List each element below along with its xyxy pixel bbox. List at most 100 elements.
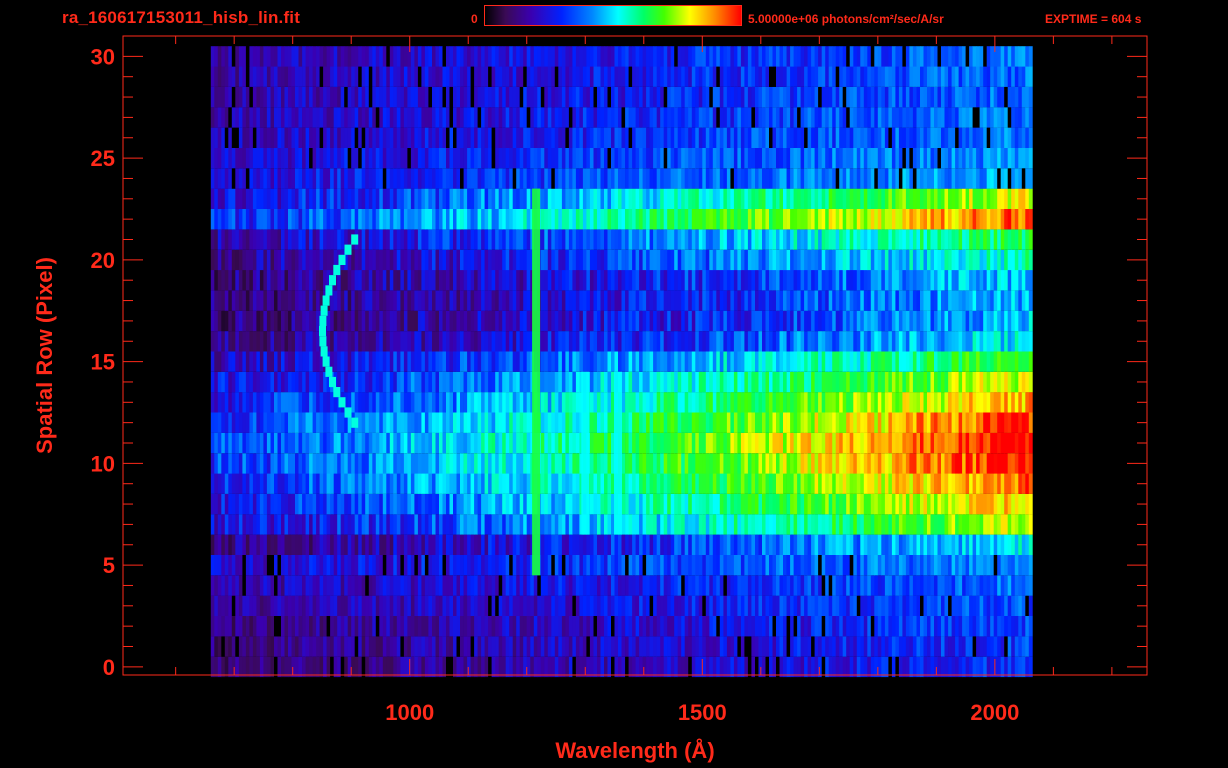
heatmap-cell [456, 270, 461, 291]
heatmap-cell [516, 371, 521, 393]
heatmap-cell [235, 229, 240, 250]
heatmap-cell [846, 453, 851, 474]
heatmap-cell [424, 575, 429, 596]
heatmap-cell [628, 616, 633, 637]
heatmap-cell [660, 636, 665, 657]
heatmap-cell [628, 493, 633, 515]
heatmap-cell [519, 249, 524, 271]
heatmap-cell [1004, 575, 1009, 596]
heatmap-cell [944, 351, 949, 372]
heatmap-cell [930, 392, 935, 413]
heatmap-cell [905, 514, 910, 535]
heatmap-cell [716, 290, 721, 311]
heatmap-cell [519, 371, 524, 393]
heatmap-cell [210, 270, 215, 291]
heatmap-cell [653, 636, 657, 657]
heatmap-cell [797, 554, 801, 576]
heatmap-cell [793, 534, 798, 555]
heatmap-cell [934, 616, 938, 637]
heatmap-cell [238, 249, 243, 271]
heatmap-cell [755, 534, 759, 555]
heatmap-cell [888, 636, 893, 657]
heatmap-cell [488, 351, 492, 372]
heatmap-cell [853, 331, 858, 352]
heatmap-cell [656, 412, 661, 433]
heatmap-cell [382, 392, 387, 413]
heatmap-cell [653, 616, 657, 637]
heatmap-cell [351, 514, 356, 535]
heatmap-cell [877, 575, 882, 596]
heatmap-cell [382, 616, 387, 637]
heatmap-cell [284, 554, 289, 576]
heatmap-cell [646, 249, 650, 271]
heatmap-cell [621, 310, 626, 332]
heatmap-cell [561, 432, 566, 454]
heatmap-cell [572, 290, 577, 311]
heatmap-cell [730, 290, 735, 311]
heatmap-cell [681, 290, 686, 311]
heatmap-cell [818, 351, 822, 372]
heatmap-cell [575, 371, 580, 393]
heatmap-cell [491, 432, 496, 454]
heatmap-cell [856, 249, 861, 271]
heatmap-cell [793, 493, 798, 515]
heatmap-cell [702, 493, 707, 515]
heatmap-cell [811, 616, 815, 637]
heatmap-cell [316, 453, 320, 474]
heatmap-cell [228, 432, 233, 454]
heatmap-cell [611, 636, 615, 657]
heatmap-cell [382, 514, 387, 535]
heatmap-cell [586, 310, 591, 332]
heatmap-cell [523, 636, 528, 657]
heatmap-cell [747, 554, 752, 576]
heatmap-cell [512, 473, 517, 494]
heatmap-cell [305, 290, 310, 311]
heatmap-cell [428, 392, 433, 413]
heatmap-cell [512, 595, 517, 616]
heatmap-cell [979, 575, 984, 596]
heatmap-cell [235, 412, 240, 433]
heatmap-cell [709, 575, 714, 596]
heatmap-cell [386, 229, 391, 250]
heatmap-cell [920, 656, 924, 678]
heatmap-cell [849, 310, 854, 332]
heatmap-cell [639, 432, 643, 454]
heatmap-cell [460, 575, 464, 596]
heatmap-cell [470, 554, 475, 576]
heatmap-cell [354, 534, 359, 555]
heatmap-cell [1011, 371, 1016, 393]
heatmap-cell [382, 493, 387, 515]
heatmap-cell [597, 473, 601, 494]
heatmap-cell [670, 392, 675, 413]
heatmap-cell [407, 249, 412, 271]
heatmap-cell [1028, 616, 1033, 637]
heatmap-cell [1004, 412, 1009, 433]
heatmap-cell [375, 575, 380, 596]
heatmap-cell [674, 656, 679, 678]
heatmap-cell [930, 595, 935, 616]
heatmap-cell [607, 514, 612, 535]
heatmap-cell [449, 616, 454, 637]
heatmap-cell [934, 554, 938, 576]
heatmap-cell [912, 310, 917, 332]
heatmap-cell [902, 616, 907, 637]
heatmap-cell [446, 595, 450, 616]
heatmap-cell [291, 514, 296, 535]
heatmap-cell [1021, 656, 1026, 678]
heatmap-cell [309, 351, 313, 372]
heatmap-cell [558, 656, 563, 678]
heatmap-cell [449, 371, 454, 393]
heatmap-cell [990, 249, 995, 271]
heatmap-cell [274, 616, 278, 637]
heatmap-cell [628, 290, 633, 311]
heatmap-cell [825, 554, 830, 576]
heatmap-cell [1028, 656, 1033, 678]
heatmap-cell [860, 249, 865, 271]
heatmap-cell [495, 554, 500, 576]
heatmap-cell [351, 493, 356, 515]
heatmap-cell [460, 534, 464, 555]
heatmap-cell [214, 351, 219, 372]
heatmap-cell [839, 473, 844, 494]
heatmap-cell [488, 331, 492, 352]
heatmap-cell [274, 656, 278, 678]
